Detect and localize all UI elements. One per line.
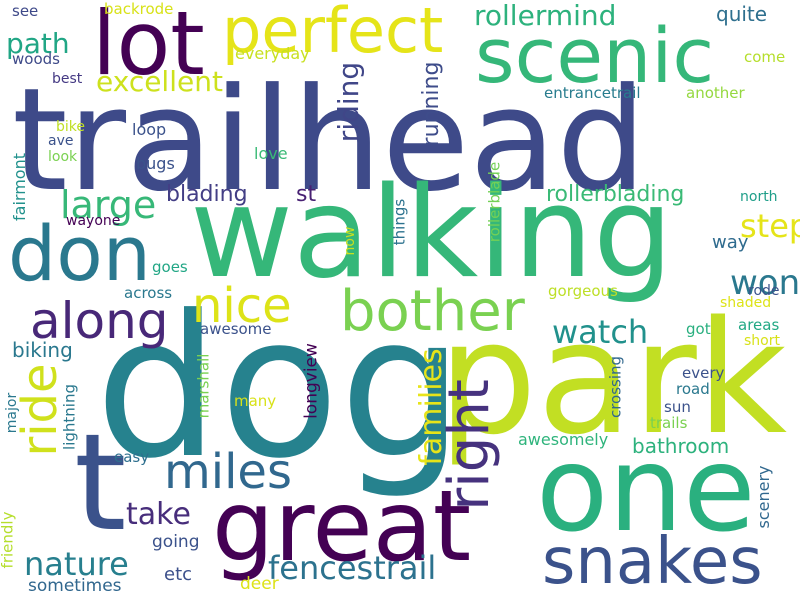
word-bike: bike	[56, 119, 85, 135]
word-st: st	[296, 182, 317, 207]
word-won: won	[730, 263, 800, 303]
word-ave: ave	[48, 133, 74, 149]
word-scenery: scenery	[754, 465, 773, 529]
word-rode: rode	[748, 283, 780, 299]
word-deer: deer	[240, 574, 279, 594]
word-running: running	[419, 61, 444, 147]
word-right: right	[437, 379, 502, 511]
word-many: many	[234, 392, 277, 410]
word-awesome: awesome	[200, 320, 272, 338]
word-quite: quite	[716, 2, 768, 26]
word-watch: watch	[552, 313, 649, 351]
word-another: another	[686, 84, 745, 102]
word-marshall: marshall	[194, 353, 213, 419]
word-riding: riding	[332, 61, 365, 143]
word-park: park	[438, 287, 788, 469]
word-bother: bother	[340, 279, 525, 344]
word-crossing: crossing	[606, 355, 625, 419]
word-going: going	[152, 532, 200, 552]
word-north: north	[740, 189, 778, 205]
word-things: things	[390, 198, 409, 246]
word-everyday: everyday	[235, 44, 310, 63]
word-great: great	[212, 470, 472, 584]
word-perfect: perfect	[222, 0, 444, 67]
word-trailhead: trailhead	[12, 58, 647, 223]
word-lightning: lightning	[60, 384, 79, 450]
word-sun: sun	[664, 398, 691, 416]
word-step: step	[740, 207, 800, 245]
word-nice: miles	[164, 444, 292, 500]
word-entrancetrail: entrancetrail	[544, 84, 641, 102]
word-friendly: friendly	[0, 511, 17, 569]
word-excellent: excellent	[96, 65, 223, 98]
word-dog: dog	[95, 274, 464, 502]
word-etc: etc	[164, 564, 193, 585]
word-rollerblading: rollerblading	[546, 182, 685, 207]
word-ride: along	[30, 292, 169, 350]
word-love: love	[254, 144, 288, 163]
word-rollerblade: rollerblade	[485, 161, 504, 243]
word-along: nice	[192, 278, 292, 334]
word-t: t	[74, 405, 127, 561]
word-trails: trails	[650, 414, 688, 432]
word-snakes: snakes	[542, 525, 763, 599]
word-see: see	[12, 2, 39, 20]
word-goes: goes	[152, 258, 188, 276]
word-path: path	[6, 27, 70, 60]
word-rollermind: rollermind	[474, 0, 617, 32]
word-got: got	[686, 320, 711, 338]
word-miles: ride	[12, 363, 68, 457]
word-come: come	[744, 48, 786, 66]
word-sometimes: sometimes	[28, 576, 122, 596]
word-loop: loop	[132, 120, 167, 139]
word-scenic: scenic	[475, 11, 715, 100]
word-bathroom: bathroom	[632, 434, 730, 458]
word-woods: woods	[12, 50, 60, 68]
word-take: take	[126, 497, 191, 532]
word-every: every	[682, 364, 725, 382]
word-longview: longview	[301, 343, 322, 419]
word-lot: lot	[92, 0, 205, 95]
word-road: road	[676, 380, 710, 398]
word-biking: biking	[12, 338, 73, 362]
word-backrode: backrode	[104, 0, 174, 18]
word-across: across	[124, 284, 173, 302]
word-families: families	[414, 348, 449, 466]
word-wayone: wayone	[66, 213, 121, 229]
word-large: large	[60, 183, 157, 227]
word-fairmont: fairmont	[10, 153, 29, 221]
word-fencestrail: fencestrail	[268, 549, 437, 587]
word-major: major	[4, 392, 20, 434]
word-nature: nature	[24, 545, 129, 583]
word-don: don	[8, 209, 151, 298]
word-easy: easy	[114, 448, 150, 466]
word-short: short	[744, 333, 780, 349]
word-areas: areas	[738, 316, 780, 334]
word-one: one	[536, 420, 756, 558]
word-awesomely: awesomely	[518, 430, 609, 449]
word-gorgeous: gorgeous	[548, 282, 618, 300]
word-blading: blading	[166, 182, 248, 207]
word-walking: walking	[190, 159, 674, 306]
word-now: now	[342, 226, 358, 256]
word-bugs: bugs	[136, 154, 175, 173]
word-best: best	[52, 71, 83, 87]
word-look: look	[48, 149, 78, 165]
word-way: way	[712, 232, 749, 253]
word-shaded: shaded	[720, 295, 772, 311]
